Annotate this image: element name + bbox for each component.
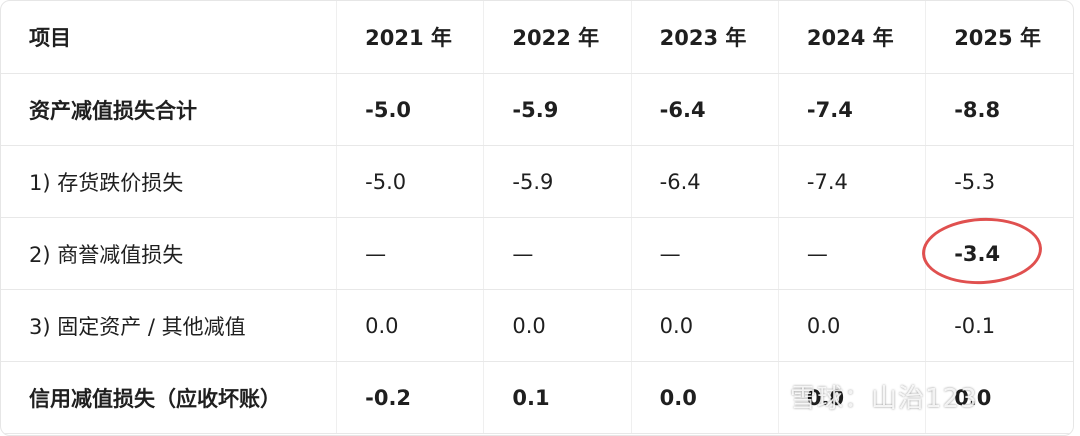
value-cell: — — [778, 217, 927, 290]
value-cell: — — [631, 217, 779, 290]
value-cell: 0.0 — [631, 289, 779, 362]
table-row: 2) 商誉减值损失 — — — — -3.4 — [1, 217, 1073, 290]
header-cell: 2023 年 — [631, 1, 779, 74]
watermark: 雪球：山治123 — [790, 384, 978, 414]
value-cell: -7.4 — [778, 73, 927, 146]
table-row: 1) 存货跌价损失 -5.0 -5.9 -6.4 -7.4 -5.3 — [1, 145, 1073, 218]
value-cell: -6.4 — [631, 73, 779, 146]
value-cell: -6.4 — [631, 145, 779, 218]
value-cell: — — [336, 217, 485, 290]
value-cell: -5.0 — [336, 145, 485, 218]
row-label: 资产减值损失合计 — [1, 73, 338, 146]
table-row: 信用减值损失（应收坏账） -0.2 0.1 0.0 0.0 0.0 — [1, 361, 1073, 434]
value-cell: 0.0 — [925, 361, 1073, 434]
header-row: 项目 2021 年 2022 年 2023 年 2024 年 2025 年 — [1, 1, 1073, 74]
table-row: 资产减值损失合计 -5.0 -5.9 -6.4 -7.4 -8.8 — [1, 73, 1073, 146]
value-cell: 0.0 — [336, 289, 485, 362]
value-cell: -5.9 — [483, 73, 632, 146]
row-label: 2) 商誉减值损失 — [1, 217, 338, 290]
value-cell: -5.0 — [336, 73, 485, 146]
value-cell: 0.0 — [483, 289, 632, 362]
row-label: 1) 存货跌价损失 — [1, 145, 338, 218]
header-cell: 2021 年 — [336, 1, 485, 74]
value-cell: 0.1 — [483, 361, 632, 434]
row-label: 信用减值损失（应收坏账） — [1, 361, 338, 434]
value-cell: -0.1 — [925, 289, 1073, 362]
value-cell: — — [483, 217, 632, 290]
header-cell: 项目 — [1, 1, 338, 74]
table-row: 3) 固定资产 / 其他减值 0.0 0.0 0.0 0.0 -0.1 — [1, 289, 1073, 362]
value-cell: -5.9 — [483, 145, 632, 218]
row-label: 3) 固定资产 / 其他减值 — [1, 289, 338, 362]
value-cell: -0.2 — [336, 361, 485, 434]
value-cell: 0.0 — [631, 361, 779, 434]
header-cell: 2024 年 — [778, 1, 927, 74]
header-cell: 2025 年 — [925, 1, 1073, 74]
header-cell: 2022 年 — [483, 1, 632, 74]
value-cell: -8.8 — [925, 73, 1073, 146]
value-cell: -7.4 — [778, 145, 927, 218]
value-cell: -5.3 — [925, 145, 1073, 218]
value-cell: 0.0 — [778, 289, 927, 362]
value-cell: -3.4 — [925, 217, 1073, 290]
